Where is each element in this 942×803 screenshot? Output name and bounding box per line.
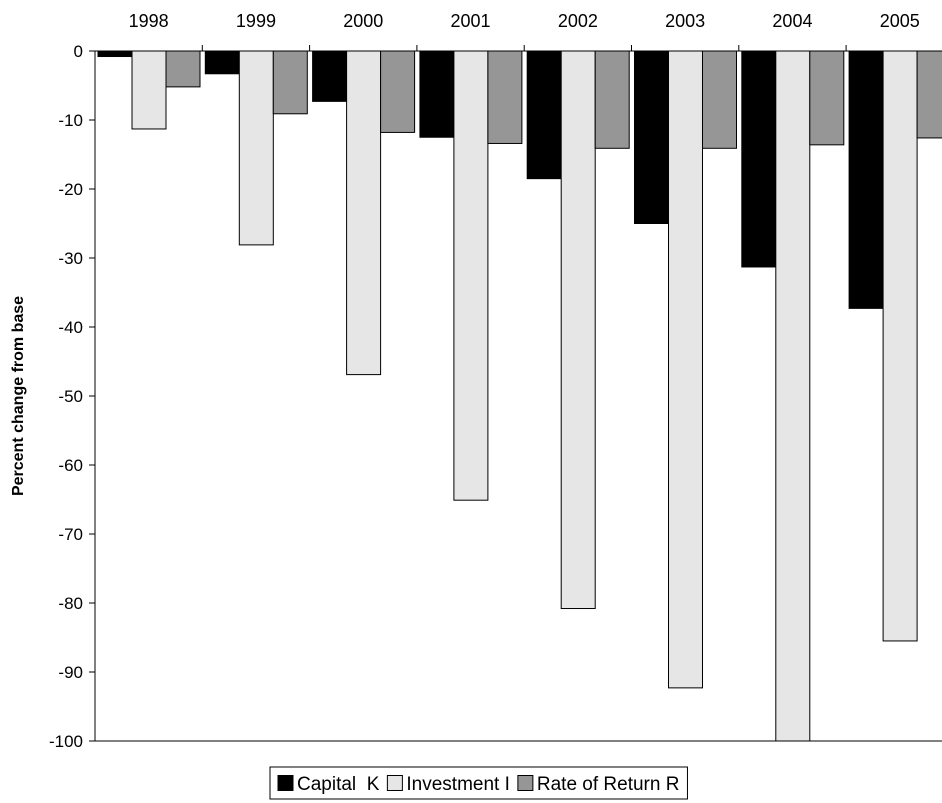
bar-capital-1999 <box>204 50 240 75</box>
bar-rate-of-return-2002 <box>594 50 630 149</box>
bar-capital-2000 <box>312 50 348 102</box>
bar-rate-of-return-1998 <box>165 50 201 88</box>
y-tick-label: -10 <box>58 111 83 130</box>
y-tick-label: -30 <box>58 249 83 268</box>
category-label: 1999 <box>236 11 276 31</box>
bar-capital-2002 <box>526 50 562 180</box>
legend-box <box>269 766 688 800</box>
category-label: 1998 <box>129 11 169 31</box>
category-label: 2005 <box>880 11 920 31</box>
y-tick-label: -60 <box>58 456 83 475</box>
y-tick-label: -50 <box>58 387 83 406</box>
y-tick-label: -40 <box>58 318 83 337</box>
bar-rate-of-return-2000 <box>380 50 416 133</box>
bar-rate-of-return-2004 <box>809 50 845 146</box>
bar-investment-2005 <box>882 50 918 642</box>
category-label: 2002 <box>558 11 598 31</box>
y-tick-label: -80 <box>58 594 83 613</box>
bar-investment-2004 <box>775 50 811 742</box>
bar-investment-1999 <box>238 50 274 246</box>
bar-investment-2001 <box>453 50 489 501</box>
legend-swatch <box>386 775 403 791</box>
bar-capital-2003 <box>634 50 669 224</box>
category-label: 2001 <box>451 11 491 31</box>
legend-label: Capital K <box>297 774 380 795</box>
bar-capital-2005 <box>848 50 884 309</box>
bar-investment-2003 <box>668 50 703 689</box>
y-tick-label: 0 <box>74 42 83 61</box>
bar-capital-1998 <box>97 50 133 58</box>
category-label: 2004 <box>772 11 812 31</box>
bar-capital-2004 <box>741 50 777 268</box>
y-tick-label: -20 <box>58 180 83 199</box>
bars <box>97 50 942 742</box>
legend-swatch <box>517 775 534 791</box>
category-labels: 1998 1999 2000 2001 2002 2003 2004 2005 <box>129 11 920 51</box>
category-label: 2003 <box>665 11 705 31</box>
bar-investment-1998 <box>131 50 167 130</box>
y-tick-label: -70 <box>58 525 83 544</box>
legend-label: Investment I <box>406 774 510 795</box>
bar-rate-of-return-2003 <box>702 50 737 149</box>
bar-investment-2002 <box>560 50 596 610</box>
y-tick-label: -90 <box>58 663 83 682</box>
y-tick-label: -100 <box>49 732 83 751</box>
legend-swatch <box>277 775 294 791</box>
bar-rate-of-return-1999 <box>272 50 308 115</box>
y-ticks: 0 -10 -20 -30 -40 -50 -60 -70 -80 -90 -100 <box>49 42 95 751</box>
legend-label: Rate of Return R <box>537 774 680 795</box>
legend: Capital K Investment I Rate of Return R <box>269 766 688 800</box>
y-axis-label: Percent change from base <box>10 296 27 496</box>
bar-rate-of-return-2001 <box>487 50 523 144</box>
bar-rate-of-return-2005 <box>916 50 942 139</box>
bar-investment-2000 <box>346 50 382 376</box>
bar-capital-2001 <box>419 50 455 138</box>
axes <box>94 50 942 742</box>
category-label: 2000 <box>343 11 383 31</box>
